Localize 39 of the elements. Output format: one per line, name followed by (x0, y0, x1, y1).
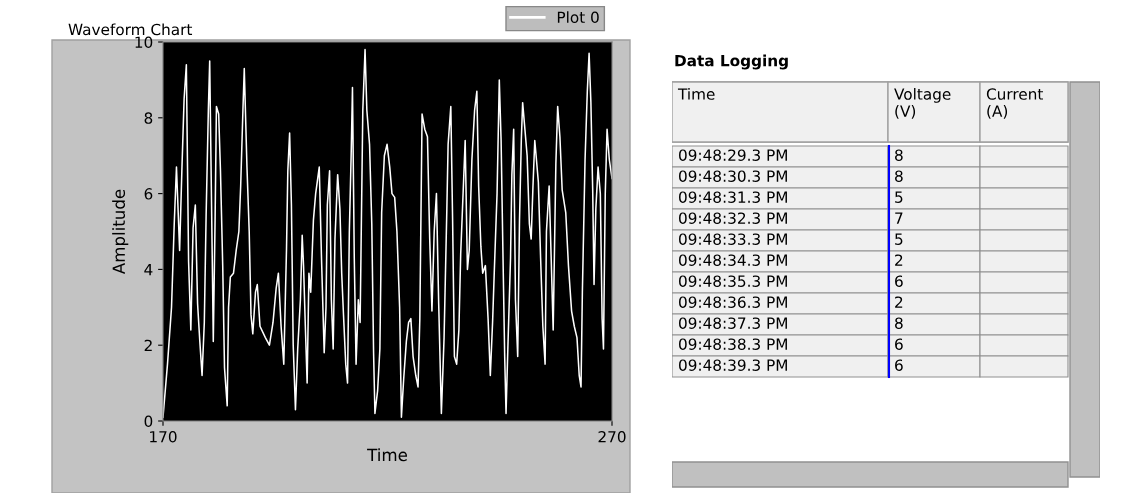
text: 09:48:39.3 PM (679, 359, 787, 371)
text: 09:48:33.3 PM (679, 233, 787, 245)
text: 09:48:31.3 PM (679, 191, 787, 203)
y-tick-label: 10 (135, 36, 153, 49)
text: 2 (895, 296, 903, 308)
y-tick-label: 0 (144, 415, 153, 428)
category-label: Voltage (V) (894, 88, 951, 119)
x-axis-title: Time (367, 448, 407, 462)
category-label: Current (A) (986, 88, 1044, 119)
x-tick-label: 270 (598, 430, 626, 443)
chart-title: Waveform Chart (68, 23, 193, 36)
text: 09:48:37.3 PM (679, 317, 787, 329)
y-tick-label: 8 (144, 112, 153, 124)
text: 8 (895, 317, 903, 329)
y-axis-title: Amplitude (112, 189, 129, 275)
text: 8 (895, 170, 903, 182)
category-label: Time (677, 88, 715, 100)
legend-label: Plot 0 (557, 11, 599, 24)
x-tick-label: 170 (150, 430, 177, 443)
text: 6 (895, 359, 903, 371)
text: 09:48:38.3 PM (679, 338, 787, 350)
text: 7 (895, 212, 903, 224)
y-tick-label: 6 (144, 188, 153, 200)
text: 2 (895, 254, 903, 266)
y-tick-label: 2 (144, 339, 152, 351)
y-tick-label: 4 (144, 264, 153, 276)
text: 09:48:34.3 PM (679, 254, 787, 266)
text: 6 (895, 275, 903, 287)
line-series (163, 48, 612, 418)
text: 5 (895, 191, 903, 203)
text: 09:48:29.3 PM (679, 149, 787, 161)
text: 8 (895, 149, 903, 161)
text: 5 (895, 233, 903, 245)
text: 09:48:30.3 PM (679, 170, 787, 182)
text: Data Logging (675, 54, 788, 70)
text: 09:48:32.3 PM (679, 212, 787, 224)
text: 09:48:35.3 PM (679, 275, 787, 287)
text: 6 (895, 338, 903, 350)
text: 09:48:36.3 PM (679, 296, 787, 308)
